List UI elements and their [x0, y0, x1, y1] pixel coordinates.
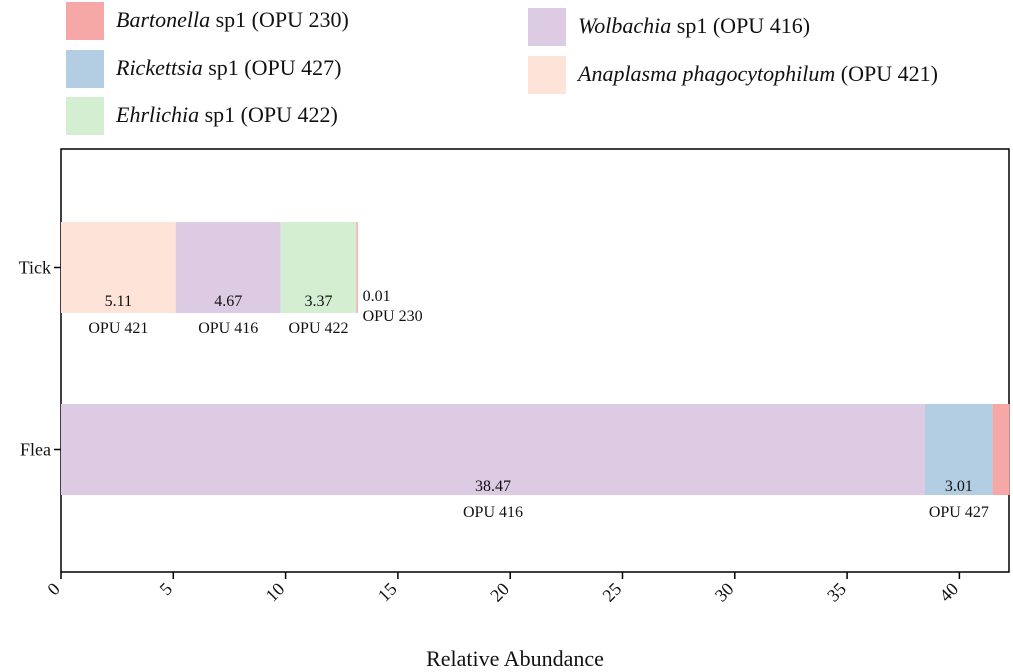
- legend-rest: sp1 (OPU 230): [210, 7, 349, 32]
- legend-swatch-wolbachia: [528, 8, 566, 46]
- bars: 5.11 OPU 421 4.67 OPU 416 3.37 OPU 422 0.01 OPU…: [61, 222, 1010, 521]
- legend-label-wolbachia: Wolbachia sp1 (OPU 416): [578, 13, 810, 38]
- legend-rest: sp1 (OPU 427): [203, 55, 342, 80]
- legend-swatch-rickettsia: [66, 50, 104, 88]
- legend-rest: sp1 (OPU 422): [199, 102, 338, 127]
- x-tick-label-25: 25: [598, 579, 625, 606]
- bar-segment-tick-opu-422: [280, 222, 357, 313]
- legend-label-ehrlichia: Ehrlichia sp1 (OPU 422): [115, 102, 338, 127]
- legend-swatch-bartonella: [66, 2, 104, 40]
- x-tick-label-10: 10: [262, 579, 289, 606]
- legend-genus: Wolbachia: [578, 13, 671, 38]
- opu-label-tick-opu-416: OPU 416: [198, 320, 258, 337]
- data-label-tick-opu-421: 5.11: [105, 293, 132, 310]
- plot-frame: [60, 148, 1010, 573]
- x-tick-label-20: 20: [486, 579, 513, 606]
- legend-label-rickettsia: Rickettsia sp1 (OPU 427): [115, 55, 341, 80]
- legend-swatch-anaplasma-phagocytophilum: [528, 56, 566, 94]
- data-label-flea-opu-416: 38.47: [475, 478, 511, 495]
- x-tick-label-15: 15: [374, 579, 401, 606]
- legend-rest: (OPU 421): [835, 61, 938, 86]
- x-tick-label-35: 35: [823, 579, 850, 606]
- x-axis: 0 5 10 15 20 25 30 35 40: [43, 572, 962, 606]
- bar-segment-flea-opu-230: [992, 404, 1010, 495]
- category-label-flea: Flea: [20, 440, 51, 460]
- opu-label-flea-opu-416: OPU 416: [463, 504, 523, 521]
- legend: Bartonella sp1 (OPU 230) Rickettsia sp1 (…: [66, 2, 938, 135]
- legend-label-anaplasma-phagocytophilum: Anaplasma phagocytophilum (OPU 421): [576, 61, 938, 86]
- bar-segment-flea-opu-427: [925, 404, 993, 495]
- legend-genus: Ehrlichia: [115, 102, 199, 127]
- opu-label-tick-opu-421: OPU 421: [88, 320, 148, 337]
- data-label-flea-opu-427: 3.01: [945, 478, 973, 495]
- data-label-tick-opu-422: 3.37: [305, 293, 333, 310]
- legend-genus: Anaplasma phagocytophilum: [576, 61, 835, 86]
- legend-rest: sp1 (OPU 416): [671, 13, 810, 38]
- legend-genus: Bartonella: [116, 7, 210, 32]
- bar-segment-tick-opu-230: [356, 222, 358, 313]
- legend-genus: Rickettsia: [115, 55, 203, 80]
- x-axis-title: Relative Abundance: [426, 646, 604, 671]
- bar-segment-tick-opu-421: [61, 222, 176, 313]
- x-tick-label-5: 5: [156, 579, 177, 600]
- x-tick-label-30: 30: [711, 579, 738, 606]
- opu-label-flea-opu-427: OPU 427: [929, 504, 989, 521]
- x-tick-label-40: 40: [935, 579, 962, 606]
- data-label-tick-opu-230: 0.01: [363, 288, 391, 305]
- legend-swatch-ehrlichia: [66, 97, 104, 135]
- bar-segment-tick-opu-416: [175, 222, 281, 313]
- legend-label-bartonella: Bartonella sp1 (OPU 230): [116, 7, 349, 32]
- category-label-tick: Tick: [19, 258, 51, 278]
- category-axis: Tick Flea: [19, 258, 61, 460]
- data-label-tick-opu-416: 4.67: [214, 293, 242, 310]
- opu-label-tick-opu-230: OPU 230: [363, 308, 423, 325]
- bar-segment-flea-opu-416: [61, 404, 926, 495]
- opu-label-tick-opu-422: OPU 422: [288, 320, 348, 337]
- x-tick-label-0: 0: [43, 579, 64, 600]
